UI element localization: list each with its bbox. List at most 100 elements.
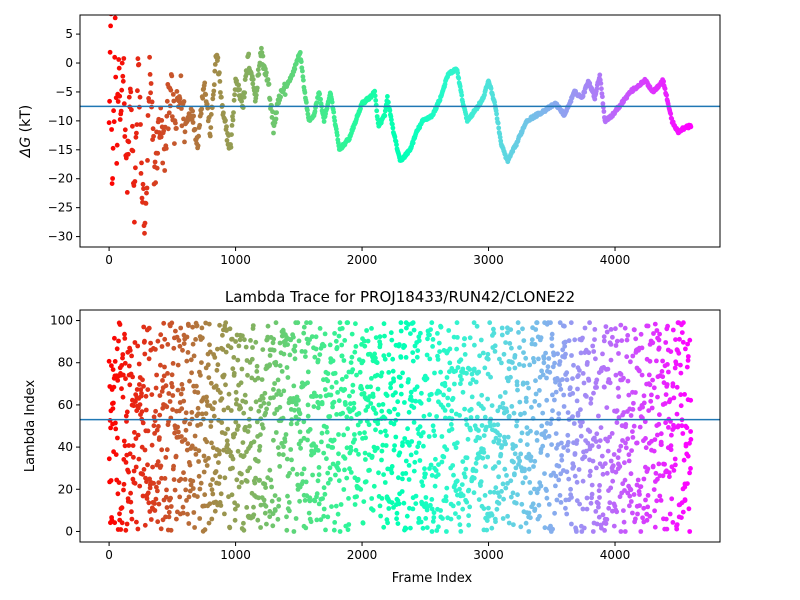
lambda-point	[126, 469, 131, 475]
lambda-point	[403, 471, 409, 476]
lambda-point	[271, 437, 276, 443]
lambda-point	[574, 398, 580, 404]
lambda-point	[363, 479, 369, 484]
lambda-y-tick-label: 40	[58, 440, 73, 454]
lambda-point	[621, 508, 626, 513]
lambda-point	[187, 462, 193, 468]
delta-g-point	[195, 143, 201, 149]
lambda-point	[201, 453, 207, 459]
lambda-point	[505, 330, 510, 335]
lambda-point	[604, 470, 610, 476]
lambda-point	[613, 343, 619, 348]
delta-g-point	[230, 117, 236, 123]
lambda-point	[681, 320, 686, 326]
lambda-point	[660, 374, 666, 380]
lambda-point	[587, 320, 592, 326]
lambda-point	[499, 332, 505, 338]
lambda-point	[445, 395, 451, 401]
lambda-point	[346, 522, 352, 527]
lambda-point	[294, 471, 300, 477]
lambda-point	[178, 476, 184, 482]
lambda-point	[223, 349, 229, 355]
lambda-point	[685, 354, 691, 359]
lambda-point	[682, 497, 688, 502]
delta-g-point	[212, 68, 218, 74]
lambda-point	[532, 342, 538, 347]
lambda-point	[141, 383, 146, 389]
lambda-point	[455, 365, 461, 370]
delta-g-point	[170, 92, 176, 97]
delta-g-point	[224, 124, 229, 129]
lambda-point	[510, 490, 516, 496]
lambda-point	[406, 322, 411, 327]
lambda-point	[534, 320, 539, 326]
lambda-point	[184, 498, 189, 503]
lambda-point	[549, 336, 555, 341]
lambda-point	[647, 513, 653, 519]
lambda-point	[557, 359, 563, 364]
lambda-point	[410, 358, 416, 364]
lambda-point	[124, 521, 130, 527]
lambda-point	[442, 408, 448, 413]
lambda-point	[623, 424, 628, 430]
lambda-point	[285, 342, 290, 347]
lambda-point	[517, 345, 522, 350]
lambda-point	[213, 453, 219, 459]
lambda-point	[450, 503, 456, 509]
lambda-point	[336, 467, 342, 473]
lambda-point	[155, 338, 161, 344]
lambda-point	[506, 366, 512, 372]
lambda-point	[303, 354, 308, 359]
delta-g-point	[174, 89, 180, 94]
lambda-point	[400, 476, 405, 482]
lambda-point	[117, 322, 123, 327]
lambda-point	[373, 427, 378, 433]
lambda-point	[564, 370, 570, 376]
lambda-point	[568, 320, 574, 326]
delta-g-point	[329, 99, 335, 105]
lambda-point	[553, 389, 559, 395]
lambda-point	[296, 397, 301, 403]
lambda-point	[556, 411, 562, 416]
lambda-point	[433, 456, 438, 462]
lambda-point	[430, 337, 436, 342]
lambda-point	[607, 380, 613, 386]
lambda-point	[536, 502, 542, 508]
lambda-point	[357, 357, 362, 362]
lambda-point	[462, 474, 468, 480]
lambda-point	[293, 516, 299, 521]
lambda-point	[436, 340, 442, 346]
lambda-point	[627, 493, 633, 499]
lambda-point	[666, 369, 671, 375]
lambda-point	[564, 511, 570, 517]
lambda-point	[161, 373, 167, 379]
lambda-point	[207, 501, 213, 507]
lambda-point	[605, 366, 611, 372]
lambda-point	[356, 451, 361, 457]
lambda-point	[336, 333, 342, 339]
lambda-point	[509, 404, 515, 409]
lambda-point	[158, 526, 164, 532]
lambda-point	[179, 382, 185, 387]
lambda-point	[467, 335, 473, 341]
lambda-point	[341, 432, 347, 438]
lambda-point	[494, 506, 500, 512]
lambda-point	[398, 391, 404, 397]
lambda-point	[236, 343, 242, 349]
lambda-point	[132, 430, 137, 435]
lambda-point	[528, 454, 534, 460]
lambda-point	[320, 496, 325, 501]
lambda-point	[277, 464, 283, 469]
lambda-point	[180, 347, 185, 353]
lambda-point	[394, 516, 399, 522]
lambda-point	[202, 527, 208, 533]
lambda-point	[389, 464, 395, 469]
lambda-point	[630, 429, 635, 434]
lambda-point	[241, 527, 247, 533]
lambda-point	[670, 327, 676, 333]
delta-g-point	[181, 99, 187, 104]
delta-g-axes-frame	[79, 14, 721, 248]
lambda-point	[597, 495, 602, 500]
lambda-point	[631, 400, 636, 406]
lambda-point	[226, 391, 232, 397]
